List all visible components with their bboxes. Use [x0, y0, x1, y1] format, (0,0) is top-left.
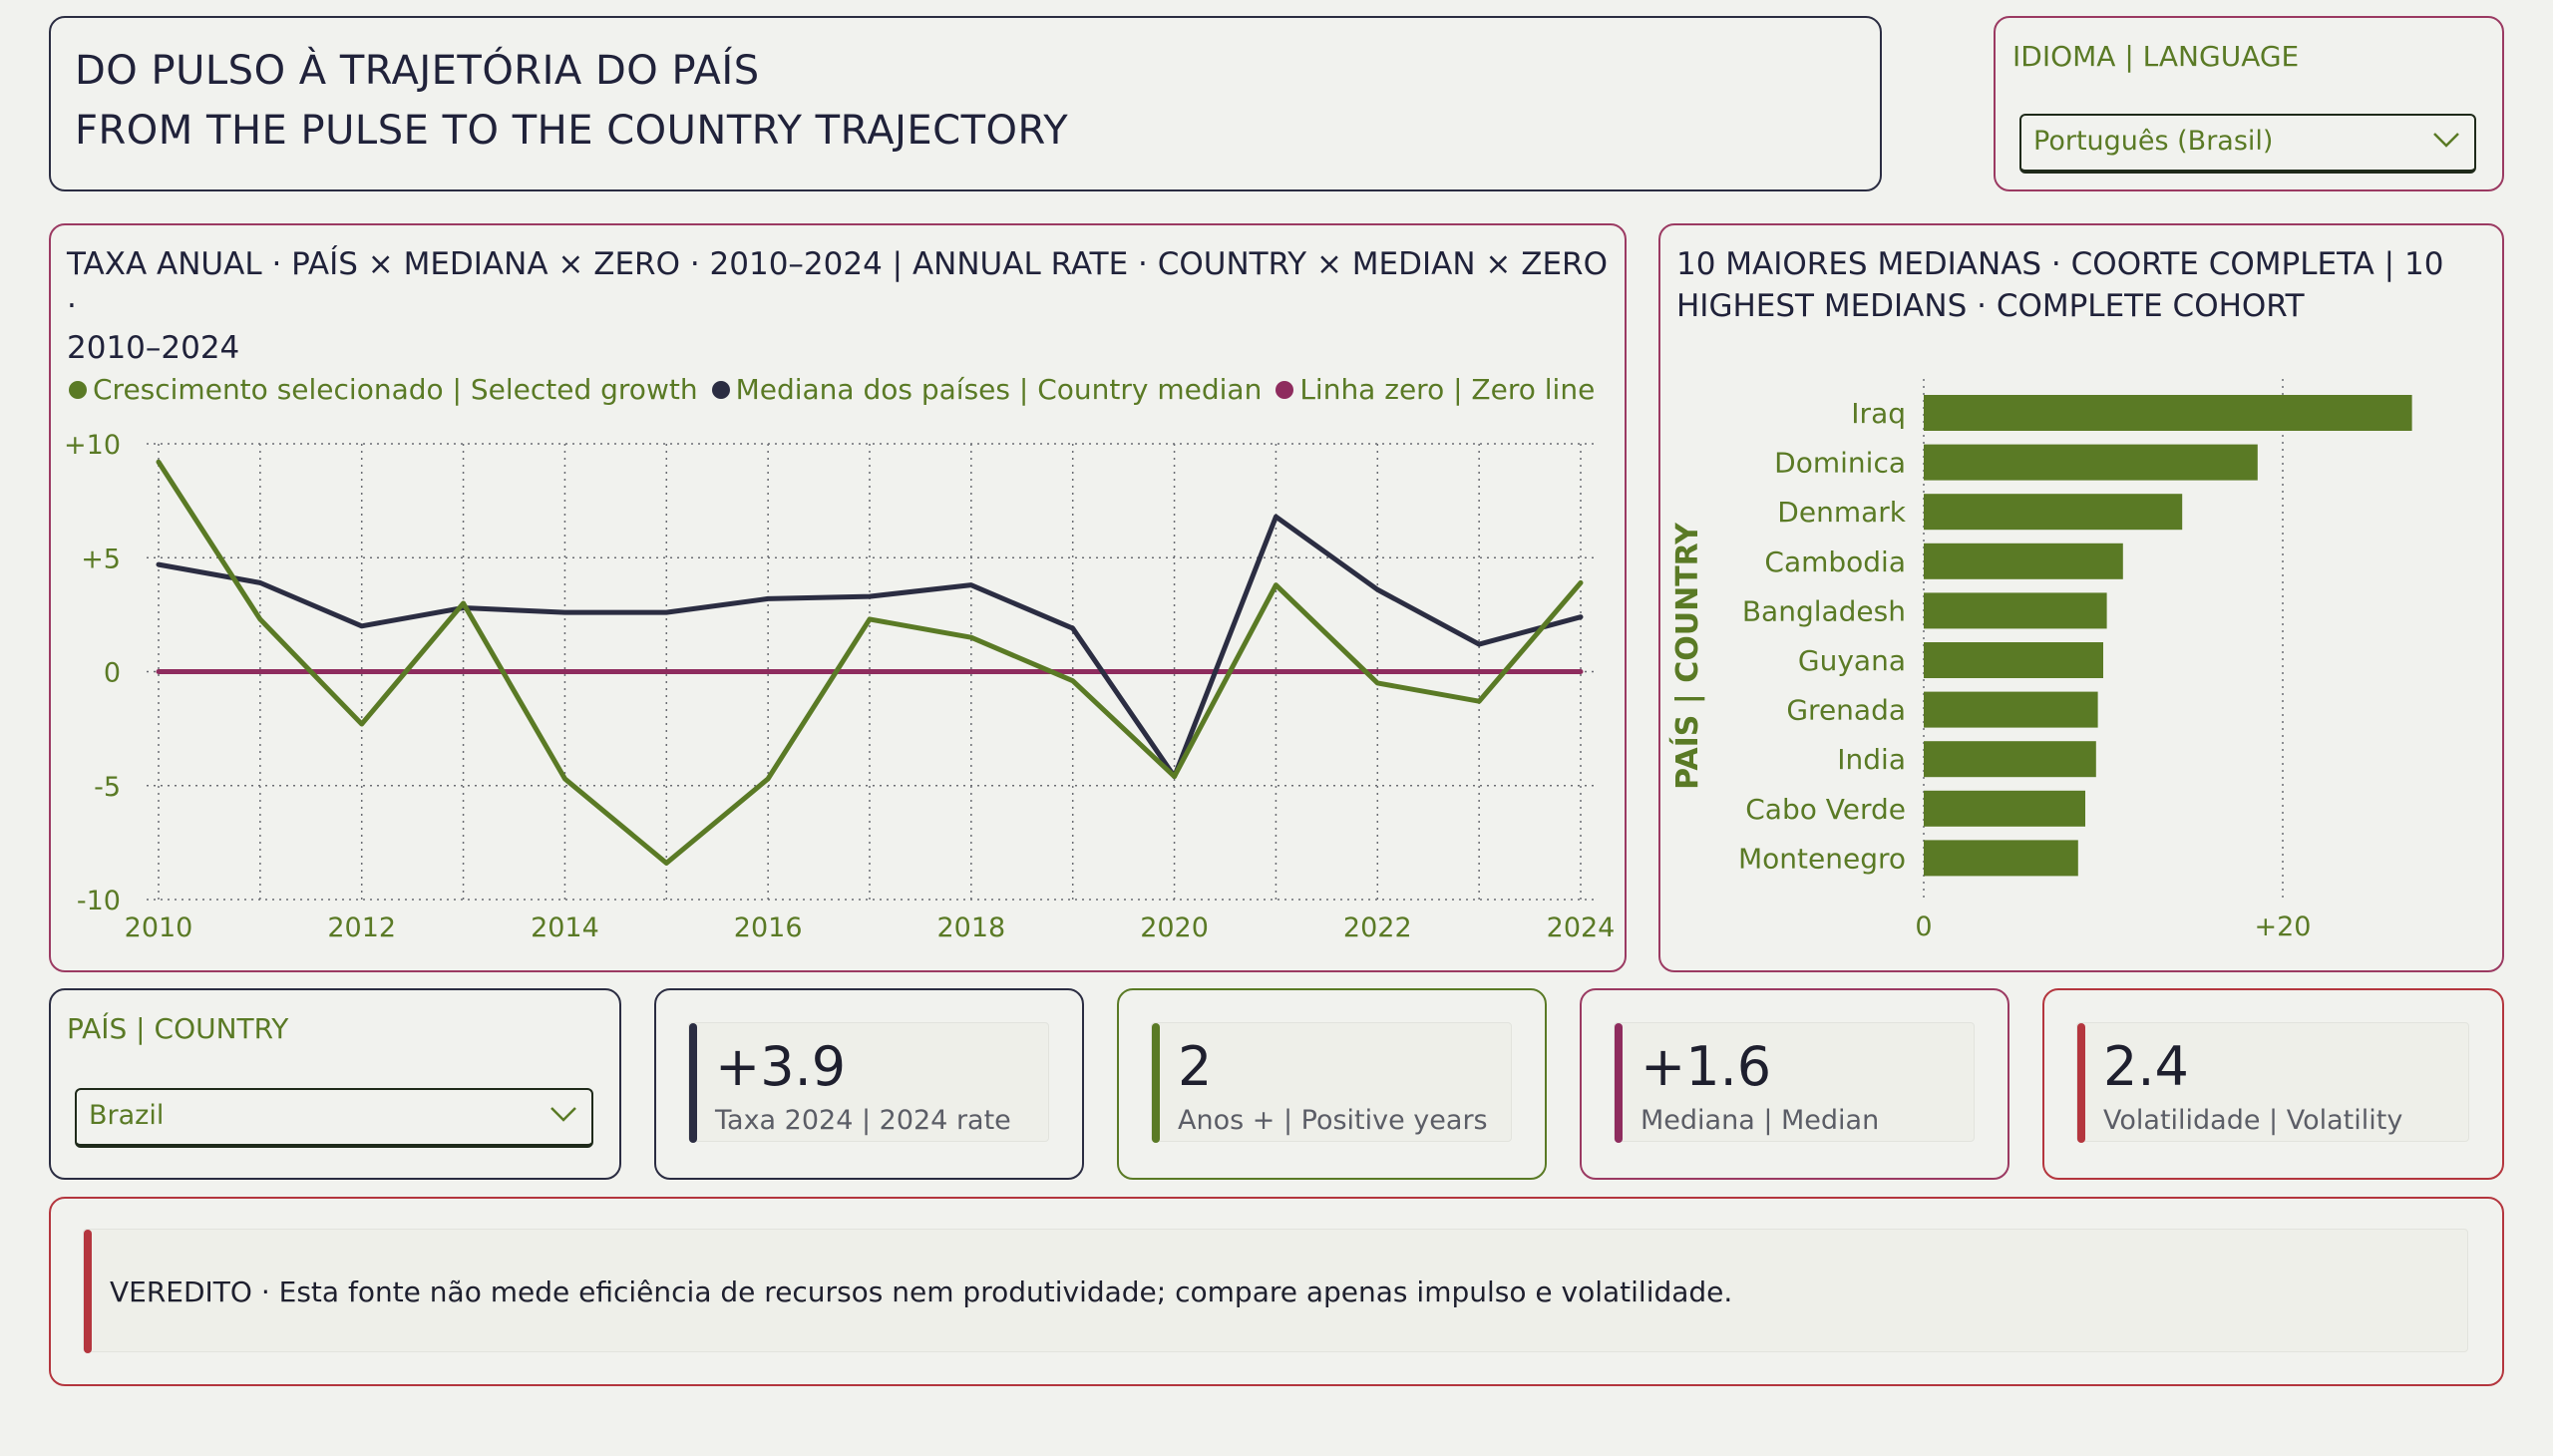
verdict-text: VEREDITO · Esta fonte não mede eficiênci… [110, 1275, 1733, 1308]
chevron-down-icon [2433, 133, 2459, 148]
x-tick-label: 2010 [125, 912, 193, 943]
bar [1924, 642, 2103, 678]
x-tick-label: +20 [2255, 911, 2312, 942]
kpi-card-median: +1.6 Mediana | Median [1580, 988, 2009, 1180]
bar [1924, 395, 2412, 431]
verdict-card: VEREDITO · Esta fonte não mede eficiênci… [49, 1197, 2504, 1386]
kpi-accent-bar [689, 1023, 697, 1143]
category-label: Dominica [1774, 447, 1906, 480]
kpi-value: +1.6 [1641, 1035, 1772, 1098]
y-tick-label: -10 [77, 886, 121, 916]
kpi-card-positive-years: 2 Anos + | Positive years [1117, 988, 1547, 1180]
x-tick-label: 2014 [531, 912, 599, 943]
kpi-card-2024-rate: +3.9 Taxa 2024 | 2024 rate [654, 988, 1084, 1180]
legend-dot [711, 380, 730, 399]
kpi-value: +3.9 [715, 1035, 847, 1098]
legend-label: Linha zero | Zero line [1299, 373, 1596, 406]
category-label: Denmark [1777, 496, 1906, 529]
legend-item-country-median[interactable]: Mediana dos países | Country median [711, 373, 1263, 406]
kpi-tile: +3.9 Taxa 2024 | 2024 rate [688, 1022, 1049, 1143]
country-slicer-label: PAÍS | COUNTRY [67, 1012, 289, 1045]
bar [1924, 592, 2107, 629]
country-slicer: PAÍS | COUNTRY Brazil [49, 988, 621, 1180]
y-tick-label: +5 [81, 544, 121, 574]
category-label: Guyana [1798, 644, 1906, 677]
series-line-selected-growth [156, 459, 1584, 866]
bar [1924, 741, 2096, 778]
bar [1924, 494, 2183, 531]
kpi-tile: 2.4 Volatilidade | Volatility [2076, 1022, 2469, 1143]
country-dropdown[interactable]: Brazil [75, 1088, 593, 1148]
chevron-down-icon [550, 1107, 576, 1122]
x-tick-label: 2020 [1140, 912, 1209, 943]
bar-chart-title-line2: HIGHEST MEDIANS · COMPLETE COHORT [1676, 288, 2305, 324]
legend-dot [69, 380, 87, 399]
kpi-accent-bar [1152, 1023, 1160, 1143]
line-chart-title: TAXA ANUAL · PAÍS × MEDIANA × ZERO · 201… [67, 243, 1625, 369]
kpi-tile: +1.6 Mediana | Median [1614, 1022, 1975, 1143]
category-label: Grenada [1786, 694, 1906, 727]
y-tick-label: -5 [94, 772, 121, 803]
kpi-label: Volatilidade | Volatility [2103, 1105, 2403, 1136]
category-label: Cambodia [1764, 546, 1906, 578]
category-label: India [1837, 743, 1906, 776]
kpi-accent-bar [1615, 1023, 1623, 1143]
x-tick-label: 2024 [1547, 912, 1616, 943]
legend-label: Mediana dos países | Country median [735, 373, 1263, 406]
title-card: DO PULSO À TRAJETÓRIA DO PAÍS FROM THE P… [49, 16, 1882, 191]
x-tick-label: 2022 [1343, 912, 1412, 943]
bar-chart-card: 10 MAIORES MEDIANAS · COORTE COMPLETA | … [1658, 223, 2504, 972]
bar-chart-title: 10 MAIORES MEDIANAS · COORTE COMPLETA | … [1676, 243, 2443, 327]
language-slicer: IDIOMA | LANGUAGE Português (Brasil) [1994, 16, 2504, 191]
bar-chart-plot: 0 +20 Iraq Dominica Denmark Cambodia Banglades… [1669, 379, 2412, 942]
category-label: Montenegro [1738, 842, 1906, 875]
y-axis-label: PAÍS | COUNTRY [1669, 522, 1705, 790]
kpi-label: Anos + | Positive years [1178, 1105, 1488, 1136]
x-tick-label: 2016 [734, 912, 803, 943]
x-tick-label: 0 [1915, 911, 1932, 942]
line-chart-card: TAXA ANUAL · PAÍS × MEDIANA × ZERO · 201… [49, 223, 1627, 972]
y-tick-label: 0 [104, 658, 121, 689]
bar-chart-title-line1: 10 MAIORES MEDIANAS · COORTE COMPLETA | … [1676, 246, 2444, 282]
kpi-label: Mediana | Median [1641, 1105, 1880, 1136]
kpi-value: 2 [1178, 1035, 1213, 1098]
bar [1924, 790, 2085, 827]
language-slicer-label: IDIOMA | LANGUAGE [2012, 40, 2300, 73]
line-chart-legend: Crescimento selecionado | Selected growt… [69, 373, 1595, 406]
kpi-tile: 2 Anos + | Positive years [1151, 1022, 1512, 1143]
kpi-accent-bar [2077, 1023, 2085, 1143]
x-tick-label: 2012 [327, 912, 396, 943]
language-dropdown-value: Português (Brasil) [2033, 126, 2274, 157]
bar [1924, 840, 2078, 877]
legend-item-selected-growth[interactable]: Crescimento selecionado | Selected growt… [69, 373, 698, 406]
legend-dot [1276, 380, 1294, 399]
line-chart-title-line2: 2010–2024 [67, 330, 240, 366]
country-dropdown-value: Brazil [89, 1100, 165, 1131]
legend-label: Crescimento selecionado | Selected growt… [93, 373, 698, 406]
kpi-card-volatility: 2.4 Volatilidade | Volatility [2042, 988, 2504, 1180]
page-title-en: FROM THE PULSE TO THE COUNTRY TRAJECTORY [75, 108, 1069, 154]
category-label: Iraq [1851, 397, 1906, 430]
bar [1924, 543, 2123, 579]
kpi-value: 2.4 [2103, 1035, 2189, 1098]
category-label: Bangladesh [1742, 594, 1906, 627]
y-tick-label: +10 [64, 430, 121, 461]
line-chart-title-line1: TAXA ANUAL · PAÍS × MEDIANA × ZERO · 201… [67, 246, 1608, 324]
verdict-tile: VEREDITO · Esta fonte não mede eficiênci… [83, 1229, 2468, 1353]
category-label: Cabo Verde [1745, 793, 1906, 826]
bar [1924, 691, 2098, 728]
legend-item-zero-line[interactable]: Linha zero | Zero line [1276, 373, 1595, 406]
verdict-accent-bar [84, 1230, 92, 1353]
series-line-country-median [156, 514, 1584, 780]
language-dropdown[interactable]: Português (Brasil) [2019, 114, 2476, 174]
page-title-pt: DO PULSO À TRAJETÓRIA DO PAÍS [75, 48, 760, 94]
kpi-label: Taxa 2024 | 2024 rate [715, 1105, 1011, 1136]
x-tick-label: 2018 [936, 912, 1005, 943]
bar [1924, 444, 2258, 481]
